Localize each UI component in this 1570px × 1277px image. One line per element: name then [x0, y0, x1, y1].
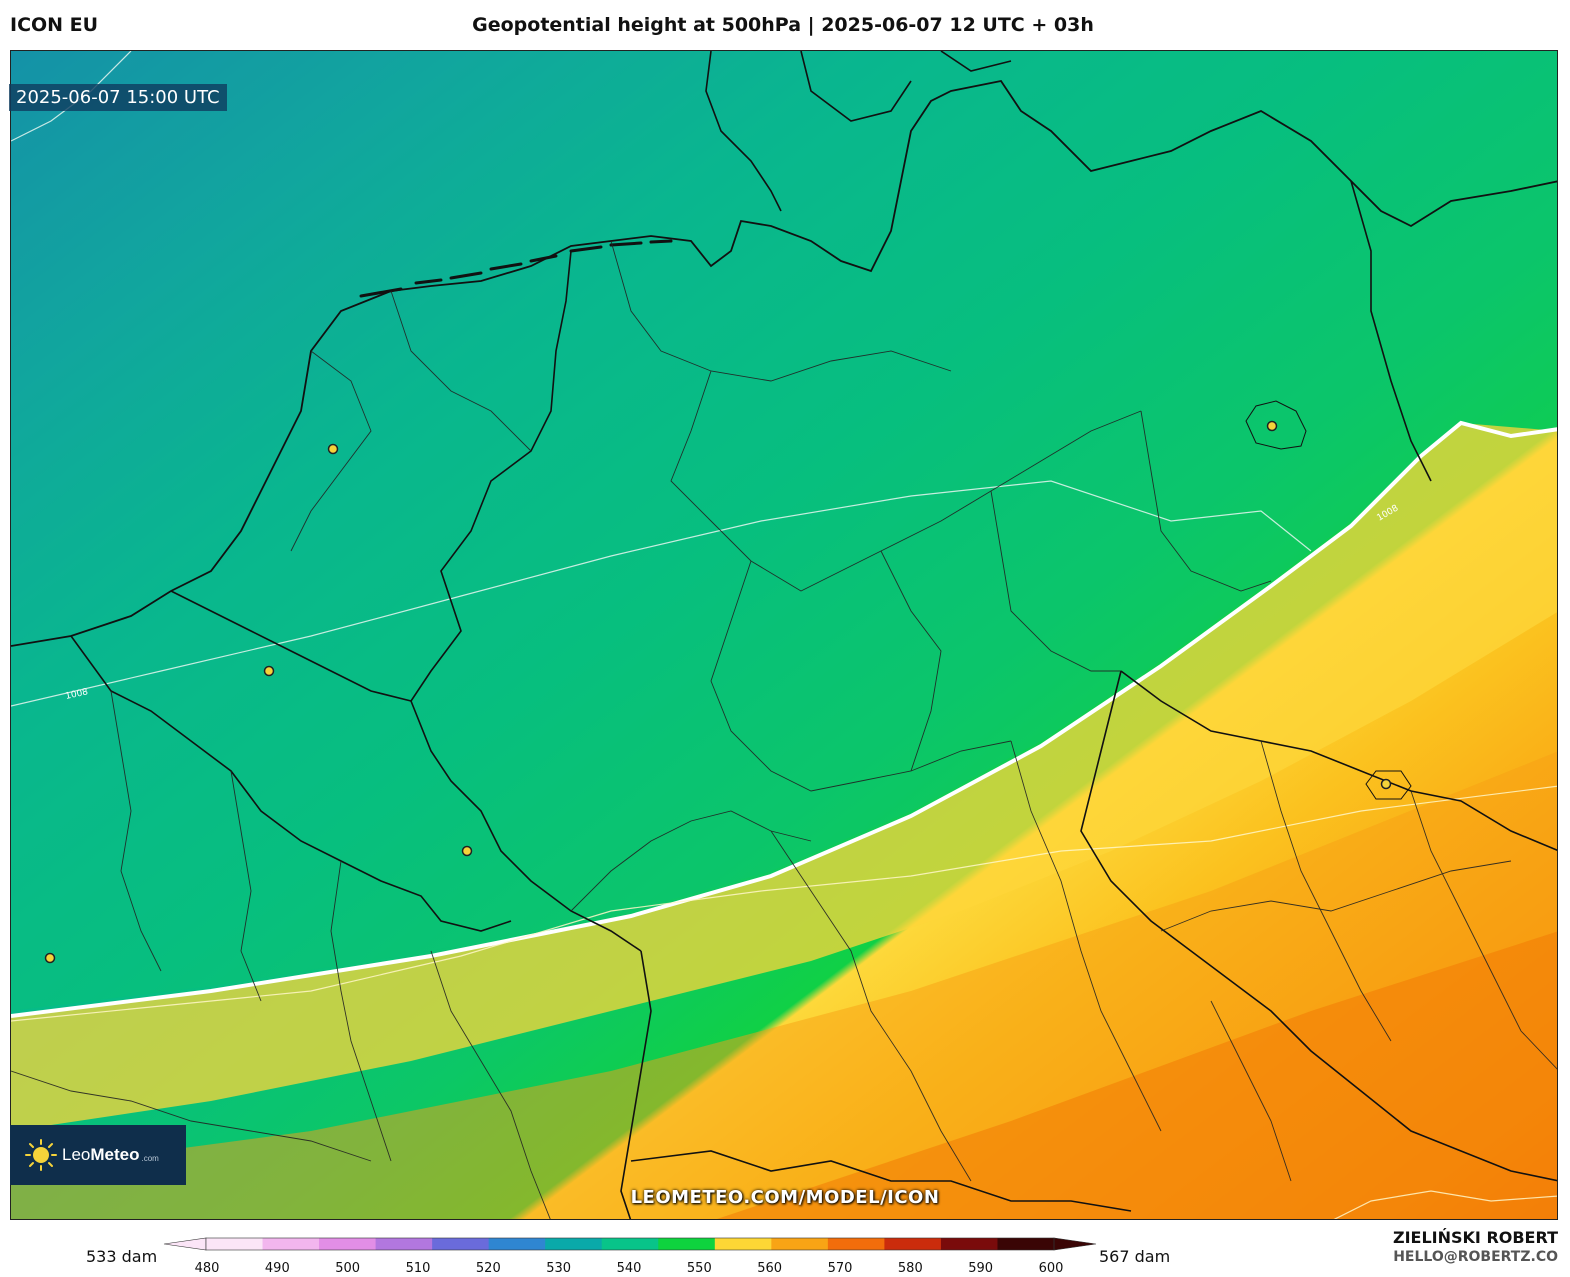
- pressure-contour-1: [11, 480, 1312, 707]
- colorbar-tick-label: 550: [686, 1261, 712, 1276]
- logo-text: LeoMeteo: [62, 1145, 140, 1165]
- geopotential-map: 1008 1008: [11, 51, 1557, 1219]
- pressure-contour-2: [11, 785, 1557, 1022]
- colorbar-tick-label: 520: [475, 1261, 501, 1276]
- logo-domain: .com: [141, 1153, 159, 1163]
- paris-marker: [44, 952, 56, 964]
- prague-marker: [1380, 778, 1392, 790]
- frisian-islands: [359, 239, 673, 298]
- berlin-outline: [1245, 400, 1307, 450]
- model-name: ICON EU: [10, 14, 99, 36]
- colorbar-tick-label: 580: [897, 1261, 923, 1276]
- berlin-marker: [1266, 420, 1278, 432]
- colorbar-ticks: 480 490 500 510 520 530 540 550 560 570 580 590 600: [0, 1261, 1570, 1277]
- colorbar: [163, 1237, 1097, 1251]
- chart-title: Geopotential height at 500hPa | 2025-06-…: [472, 14, 1094, 36]
- country-borders: [70, 180, 1557, 1219]
- leometeo-logo: LeoMeteo .com: [10, 1125, 186, 1185]
- colorbar-tick-label: 480: [194, 1261, 220, 1276]
- sun-icon: [25, 1139, 57, 1171]
- logo-brand-light: Leo: [62, 1145, 91, 1164]
- region-borders: [11, 240, 1557, 1219]
- yellow-zone: [11, 423, 1557, 1131]
- city-markers: [44, 400, 1412, 964]
- contour-label-1008-west: 1008: [65, 687, 90, 702]
- colorbar-tick-label: 590: [968, 1261, 994, 1276]
- pressure-contour-4: [1333, 1190, 1557, 1219]
- author-email: HELLO@ROBERTZ.CO: [1393, 1249, 1558, 1265]
- brussels-marker: [263, 665, 275, 677]
- colorbar-segment: [375, 1238, 433, 1250]
- colorbar-tick-label: 530: [546, 1261, 572, 1276]
- colorbar-tick-label: 510: [405, 1261, 431, 1276]
- logo-brand-bold: Meteo: [90, 1145, 140, 1164]
- colorbar-tick-label: 490: [264, 1261, 290, 1276]
- amsterdam-marker: [327, 443, 339, 455]
- colorbar-border: [205, 1237, 1055, 1251]
- colorbar-min-label: 533 dam: [86, 1247, 158, 1266]
- luxembourg-marker: [461, 845, 473, 857]
- colorbar-segment: [601, 1238, 659, 1250]
- colorbar-tick-label: 600: [1038, 1261, 1064, 1276]
- author-name: ZIELIŃSKI ROBERT: [1392, 1228, 1558, 1247]
- map-panel: 1008 1008: [10, 50, 1558, 1220]
- colorbar-max-arrow: [1053, 1237, 1097, 1251]
- colorbar-segment: [488, 1238, 546, 1250]
- denmark-coast: [705, 51, 1012, 212]
- deep-orange-zone: [717, 931, 1557, 1219]
- colorbar-segment: [714, 1238, 772, 1250]
- colorbar-segment: [545, 1238, 603, 1250]
- colorbar-segment: [884, 1238, 942, 1250]
- colorbar-segment: [206, 1238, 264, 1250]
- colorbar-segment: [997, 1238, 1055, 1250]
- colorbar-tick-label: 570: [827, 1261, 853, 1276]
- colorbar-segment: [319, 1238, 377, 1250]
- prague-outline: [1365, 770, 1412, 800]
- contour-552: [11, 420, 1557, 1018]
- colorbar-segment: [658, 1238, 716, 1250]
- colorbar-segment: [940, 1238, 998, 1250]
- colorbar-segment: [432, 1238, 490, 1250]
- map-watermark: LEOMETEO.COM/MODEL/ICON: [630, 1187, 940, 1208]
- colorbar-tick-label: 560: [757, 1261, 783, 1276]
- colorbar-segment: [827, 1238, 885, 1250]
- valid-time-badge: 2025-06-07 15:00 UTC: [9, 84, 227, 111]
- colorbar-tick-label: 540: [616, 1261, 642, 1276]
- colorbar-min-arrow: [163, 1237, 207, 1251]
- colorbar-tick-label: 500: [335, 1261, 361, 1276]
- coastline: [11, 79, 1557, 647]
- colorbar-max-label: 567 dam: [1099, 1247, 1171, 1266]
- colorbar-segment: [262, 1238, 320, 1250]
- colorbar-segment: [771, 1238, 829, 1250]
